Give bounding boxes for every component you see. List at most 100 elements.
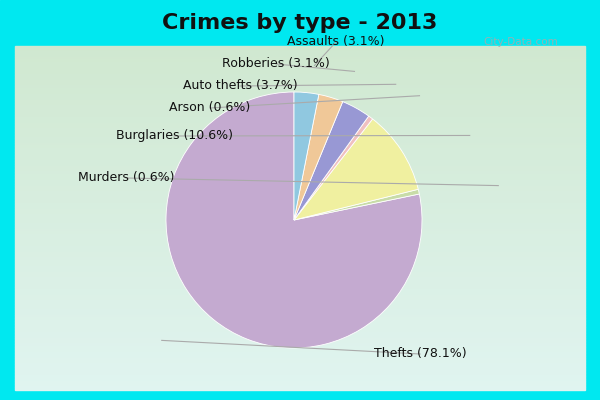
Bar (15, 358, 585, 361)
Text: Assaults (3.1%): Assaults (3.1%) (287, 36, 385, 48)
Bar (15, 232, 585, 235)
Bar (15, 106, 585, 109)
Bar (15, 198, 585, 201)
Bar (15, 149, 585, 152)
Bar (15, 224, 585, 226)
Bar (0, 46, 15, 400)
Bar (15, 361, 585, 364)
Wedge shape (294, 119, 418, 220)
Wedge shape (294, 189, 419, 220)
Bar (15, 330, 585, 333)
Bar (15, 321, 585, 324)
Bar (15, 192, 585, 195)
Bar (15, 120, 585, 123)
Bar (15, 350, 585, 353)
Bar (15, 175, 585, 178)
Bar (15, 333, 585, 336)
Bar (15, 83, 585, 86)
Bar (15, 356, 585, 358)
Bar (15, 295, 585, 298)
Bar (15, 284, 585, 287)
Bar (15, 341, 585, 344)
Bar (15, 241, 585, 244)
Bar (15, 264, 585, 267)
Bar (15, 80, 585, 83)
Text: Arson (0.6%): Arson (0.6%) (169, 102, 251, 114)
Bar (0, 390, 600, 400)
Bar (15, 100, 585, 103)
Bar (15, 118, 585, 120)
Bar (15, 378, 585, 382)
Text: Thefts (78.1%): Thefts (78.1%) (374, 348, 466, 360)
Bar (15, 206, 585, 209)
Bar (15, 338, 585, 341)
Bar (15, 95, 585, 98)
Bar (15, 307, 585, 310)
Bar (15, 181, 585, 184)
Bar (15, 278, 585, 281)
Bar (15, 72, 585, 75)
Bar (15, 261, 585, 264)
Bar (15, 347, 585, 350)
Bar (15, 327, 585, 330)
Bar (15, 287, 585, 290)
Bar (15, 189, 585, 192)
Bar (15, 270, 585, 272)
Bar (15, 195, 585, 198)
Bar (15, 313, 585, 316)
Bar (15, 129, 585, 132)
Bar (15, 221, 585, 224)
Bar (15, 301, 585, 304)
Bar (15, 292, 585, 295)
Bar (15, 89, 585, 92)
Bar (15, 49, 585, 52)
Bar (15, 86, 585, 89)
Bar (15, 186, 585, 189)
Bar (15, 52, 585, 54)
Bar (15, 169, 585, 172)
Text: Murders (0.6%): Murders (0.6%) (78, 172, 174, 184)
Bar (15, 258, 585, 261)
Bar (15, 255, 585, 258)
Bar (15, 109, 585, 112)
Bar (15, 135, 585, 138)
Bar (15, 344, 585, 347)
Bar (15, 370, 585, 373)
Bar (15, 244, 585, 247)
Bar (15, 272, 585, 275)
Bar (15, 112, 585, 115)
Bar (15, 290, 585, 292)
Bar (15, 158, 585, 161)
Bar (15, 75, 585, 78)
Bar (15, 184, 585, 186)
Bar (15, 60, 585, 63)
Bar (585, 46, 600, 400)
Bar (15, 172, 585, 175)
Bar (15, 58, 585, 60)
Text: Auto thefts (3.7%): Auto thefts (3.7%) (182, 80, 298, 92)
Bar (15, 230, 585, 232)
Bar (15, 155, 585, 158)
Bar (15, 98, 585, 100)
Wedge shape (294, 94, 343, 220)
Bar (15, 46, 585, 49)
Bar (15, 304, 585, 307)
Bar (15, 132, 585, 135)
Bar (15, 310, 585, 313)
Bar (15, 215, 585, 218)
Bar (15, 238, 585, 241)
Bar (15, 63, 585, 66)
Bar (15, 364, 585, 367)
Bar (15, 201, 585, 204)
Wedge shape (294, 116, 373, 220)
Bar (15, 382, 585, 384)
Bar (0, 0, 600, 46)
Bar (15, 69, 585, 72)
Bar (15, 141, 585, 144)
Wedge shape (294, 102, 369, 220)
Bar (15, 92, 585, 95)
Bar (15, 367, 585, 370)
Bar (15, 161, 585, 164)
Bar (15, 387, 585, 390)
Bar (15, 66, 585, 69)
